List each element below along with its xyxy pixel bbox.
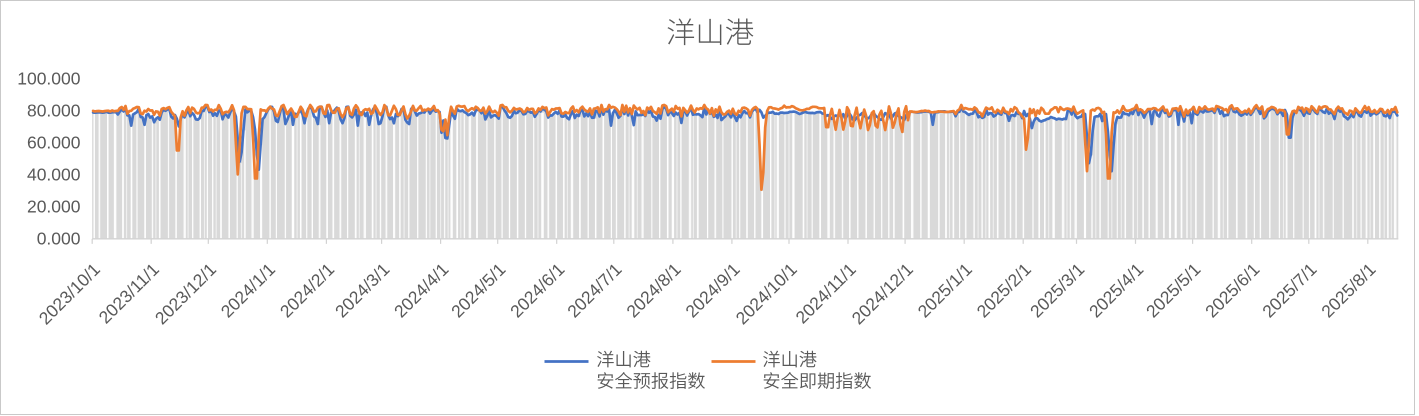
svg-text:40.000: 40.000 bbox=[27, 165, 81, 185]
svg-text:80.000: 80.000 bbox=[27, 101, 81, 121]
svg-text:60.000: 60.000 bbox=[27, 133, 81, 153]
svg-text:20.000: 20.000 bbox=[27, 197, 81, 217]
svg-text:100.000: 100.000 bbox=[17, 69, 81, 89]
svg-text:0.000: 0.000 bbox=[37, 229, 81, 249]
